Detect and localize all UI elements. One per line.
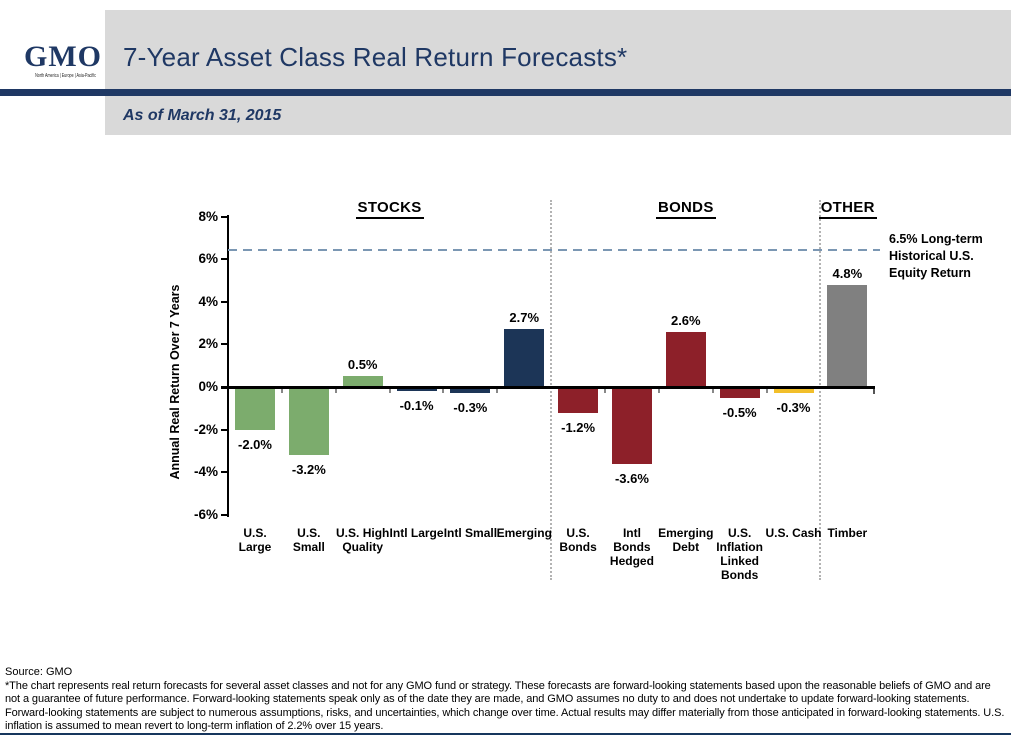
bar-value-intl-small: -0.3% [453, 400, 488, 416]
category-label-intl-small: Intl Small [443, 526, 498, 540]
y-tick-label: 8% [198, 208, 218, 224]
disclaimer: *The chart represents real return foreca… [5, 680, 1005, 733]
category-label-emerging: Emerging [496, 526, 552, 540]
category-tick [657, 389, 660, 393]
footer-rule [0, 733, 1011, 735]
bar-value-u-s-cash: -0.3% [776, 400, 811, 416]
section-header-bonds: BONDS [616, 199, 756, 219]
section-header-label: BONDS [655, 199, 716, 219]
bar-value-intl-bonds-hedged: -3.6% [614, 470, 649, 486]
category-tick [496, 389, 499, 393]
y-axis-line [227, 215, 229, 517]
y-axis-title: Annual Real Return Over 7 Years [168, 284, 182, 480]
bar-value-intl-large: -0.1% [399, 398, 434, 413]
gmo-logo-text: GMO [24, 40, 102, 73]
bar-u-s-bonds [558, 389, 599, 413]
y-tick-label: 0% [198, 379, 218, 394]
bar-value-u-s-high-quality: 0.5% [347, 357, 378, 373]
bar-u-s-large [235, 389, 275, 430]
x-axis-zero-line [221, 386, 875, 389]
bar-u-s-high-quality [342, 376, 383, 386]
bar-value-emerging: 2.7% [509, 310, 540, 326]
bar-value-emerging-debt: 2.6% [670, 312, 701, 328]
bar-emerging [504, 329, 545, 386]
y-tick-label: -4% [193, 464, 218, 480]
bar-value-u-s-inflation-linked-bonds: -0.5% [722, 404, 757, 420]
category-label-u-s-small: U.S. Small [292, 526, 325, 554]
category-label-timber: Timber [827, 526, 868, 540]
reference-line-annotation: 6.5% Long-term Historical U.S. Equity Re… [889, 232, 983, 280]
section-header-label: OTHER [818, 199, 877, 219]
y-tick-mark [221, 258, 228, 261]
category-label-u-s-large: U.S. Large [238, 526, 272, 554]
y-tick-mark [221, 471, 228, 474]
y-tick-mark [221, 428, 228, 431]
subtitle-bar: As of March 31, 2015 [105, 96, 1011, 135]
category-tick [711, 389, 714, 393]
section-header-other: OTHER [778, 199, 918, 219]
section-header-stocks: STOCKS [320, 199, 460, 219]
header-rule [0, 89, 1011, 96]
y-tick-label: -6% [193, 506, 218, 522]
as-of-date: As of March 31, 2015 [123, 106, 282, 124]
category-label-u-s-cash: U.S. Cash [765, 526, 822, 540]
category-tick [334, 389, 337, 393]
bar-emerging-debt [665, 331, 706, 386]
footer: Source: GMO *The chart represents real r… [5, 666, 1006, 734]
gmo-logo-tagline: North America | Europe | Asia-Pacific [35, 73, 96, 79]
y-tick-label: 6% [198, 251, 218, 267]
category-tick [280, 389, 283, 393]
y-tick-mark [221, 513, 228, 516]
y-tick-mark [221, 386, 228, 388]
reference-line [228, 249, 880, 251]
source-note: Source: GMO [5, 666, 73, 678]
category-tick [604, 389, 607, 393]
y-tick-mark [221, 215, 228, 218]
bar-u-s-inflation-linked-bonds [719, 389, 760, 398]
bar-intl-small [450, 389, 491, 394]
y-tick-mark [221, 300, 228, 303]
section-separator [819, 200, 822, 580]
category-label-u-s-bonds: U.S. Bonds [559, 526, 597, 554]
bar-intl-large [396, 389, 437, 391]
category-label-intl-large: Intl Large [389, 526, 444, 540]
gmo-logo: GMO North America | Europe | Asia-Pacifi… [18, 42, 108, 79]
section-header-label: STOCKS [355, 199, 424, 219]
page-title: 7-Year Asset Class Real Return Forecasts… [123, 42, 628, 72]
category-tick [765, 389, 768, 393]
section-separator [550, 200, 553, 580]
title-bar: 7-Year Asset Class Real Return Forecasts… [105, 10, 1011, 89]
category-label-u-s-inflation-linked-bonds: U.S. Inflation Linked Bonds [716, 526, 763, 582]
bar-value-u-s-large: -2.0% [238, 436, 272, 452]
y-tick-label: 4% [198, 293, 218, 309]
y-tick-label: -2% [193, 421, 218, 437]
bar-u-s-small [288, 389, 329, 456]
bar-timber [827, 284, 868, 386]
bar-value-u-s-bonds: -1.2% [561, 419, 596, 435]
category-tick [442, 389, 445, 393]
bar-u-s-cash [773, 389, 814, 394]
x-axis-end-tick [873, 389, 875, 394]
category-tick [388, 389, 391, 393]
y-tick-label: 2% [198, 336, 218, 352]
category-label-emerging-debt: Emerging Debt [658, 526, 714, 554]
category-label-u-s-high-quality: U.S. High Quality [336, 526, 390, 554]
y-tick-mark [221, 343, 228, 346]
bar-value-timber: 4.8% [832, 265, 863, 281]
bar-intl-bonds-hedged [611, 389, 652, 464]
bar-value-u-s-small: -3.2% [291, 462, 326, 478]
category-label-intl-bonds-hedged: Intl Bonds Hedged [609, 526, 654, 568]
